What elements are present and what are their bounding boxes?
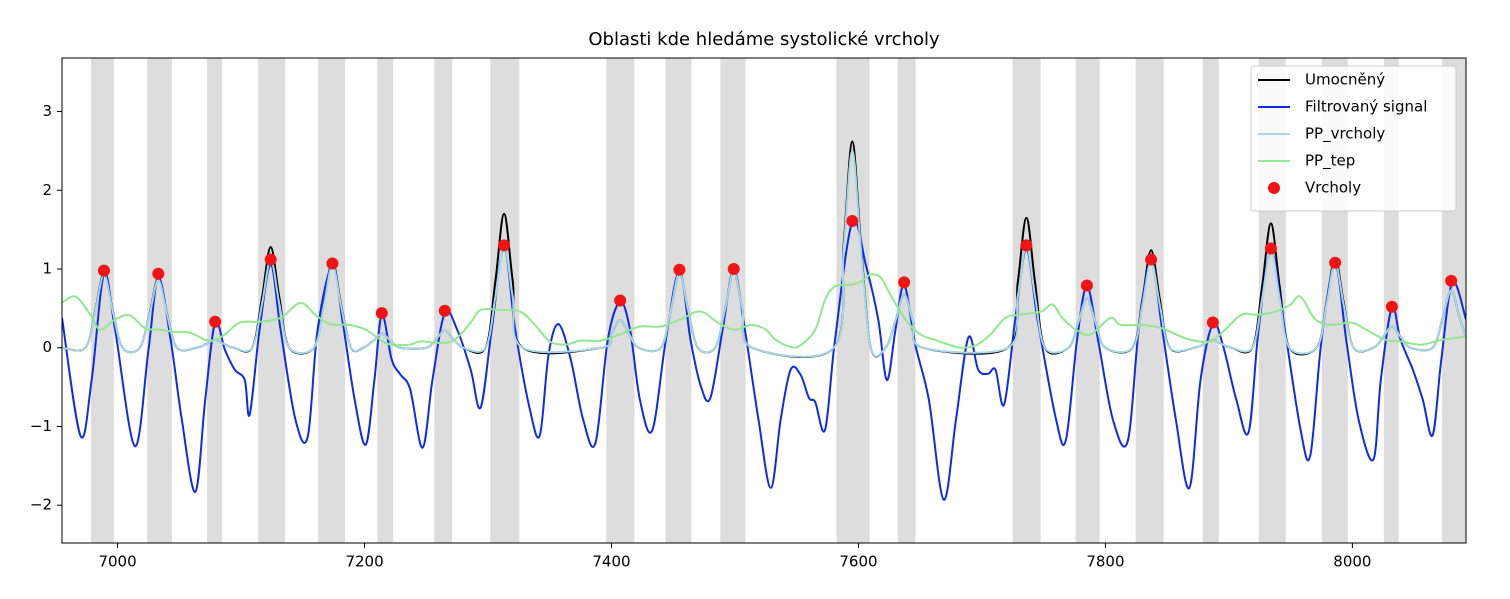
peak-point	[326, 257, 339, 270]
peak-point	[1020, 239, 1033, 252]
y-tick-label: −2	[30, 496, 52, 514]
x-tick-label: 7000	[98, 553, 136, 571]
peak-point	[375, 307, 388, 320]
shaded-region	[434, 58, 453, 543]
shaded-region	[665, 58, 692, 543]
legend-label: PP_tep	[1305, 152, 1355, 171]
peak-point	[498, 239, 511, 252]
peak-point	[727, 263, 740, 276]
shaded-region	[147, 58, 172, 543]
shaded-region	[91, 58, 114, 543]
peak-point	[264, 253, 277, 266]
y-tick-label: 0	[42, 338, 52, 356]
legend: Umocněný Filtrovaný signal PP_vrcholy PP_te…	[1250, 65, 1457, 212]
peak-point	[1080, 279, 1093, 292]
shaded-region	[1075, 58, 1100, 543]
plot-frame	[61, 57, 1467, 544]
peak-point	[1385, 300, 1398, 313]
shaded-region	[207, 58, 223, 543]
legend-label: PP_vrcholy	[1305, 125, 1385, 144]
y-tick-label: 3	[42, 102, 52, 120]
peak-point	[152, 267, 165, 280]
shaded-region	[836, 58, 870, 543]
peak-point	[1206, 316, 1219, 329]
peak-point	[97, 264, 110, 277]
x-tick-label: 7600	[839, 553, 877, 571]
series-line	[62, 218, 1466, 501]
peak-point	[209, 315, 222, 328]
y-tick-label: 1	[42, 260, 52, 278]
plot-area	[62, 58, 1466, 543]
shaded-region	[1202, 58, 1219, 543]
shaded-region	[720, 58, 746, 543]
x-tick-label: 7200	[345, 553, 383, 571]
peak-point	[846, 214, 859, 227]
x-tick-label: 7400	[592, 553, 630, 571]
axes: 7000 7200 7400 7600 7800 8000 −2 −1 0 1 2 3	[30, 102, 1372, 570]
peak-point	[898, 276, 911, 289]
legend-label: Vrcholy	[1305, 179, 1361, 197]
peak-point	[1329, 256, 1342, 269]
peak-point	[1145, 253, 1158, 266]
y-tick-label: 2	[42, 181, 52, 199]
y-tick-label: −1	[30, 417, 52, 435]
chart-title: Oblasti kde hledáme systolické vrcholy	[588, 29, 940, 50]
peak-point	[614, 294, 627, 307]
legend-label: Filtrovaný signal	[1305, 98, 1427, 116]
peak-point	[1264, 242, 1277, 255]
peak-point	[438, 304, 451, 317]
x-tick-label: 8000	[1333, 553, 1371, 571]
x-tick-label: 7800	[1086, 553, 1124, 571]
series-line	[62, 273, 1466, 349]
shaded-region	[377, 58, 394, 543]
legend-swatch	[1268, 182, 1280, 194]
peak-point	[673, 263, 686, 276]
legend-label: Umocněný	[1305, 71, 1385, 89]
legend-box	[1250, 65, 1457, 212]
peak-point	[1445, 274, 1458, 287]
